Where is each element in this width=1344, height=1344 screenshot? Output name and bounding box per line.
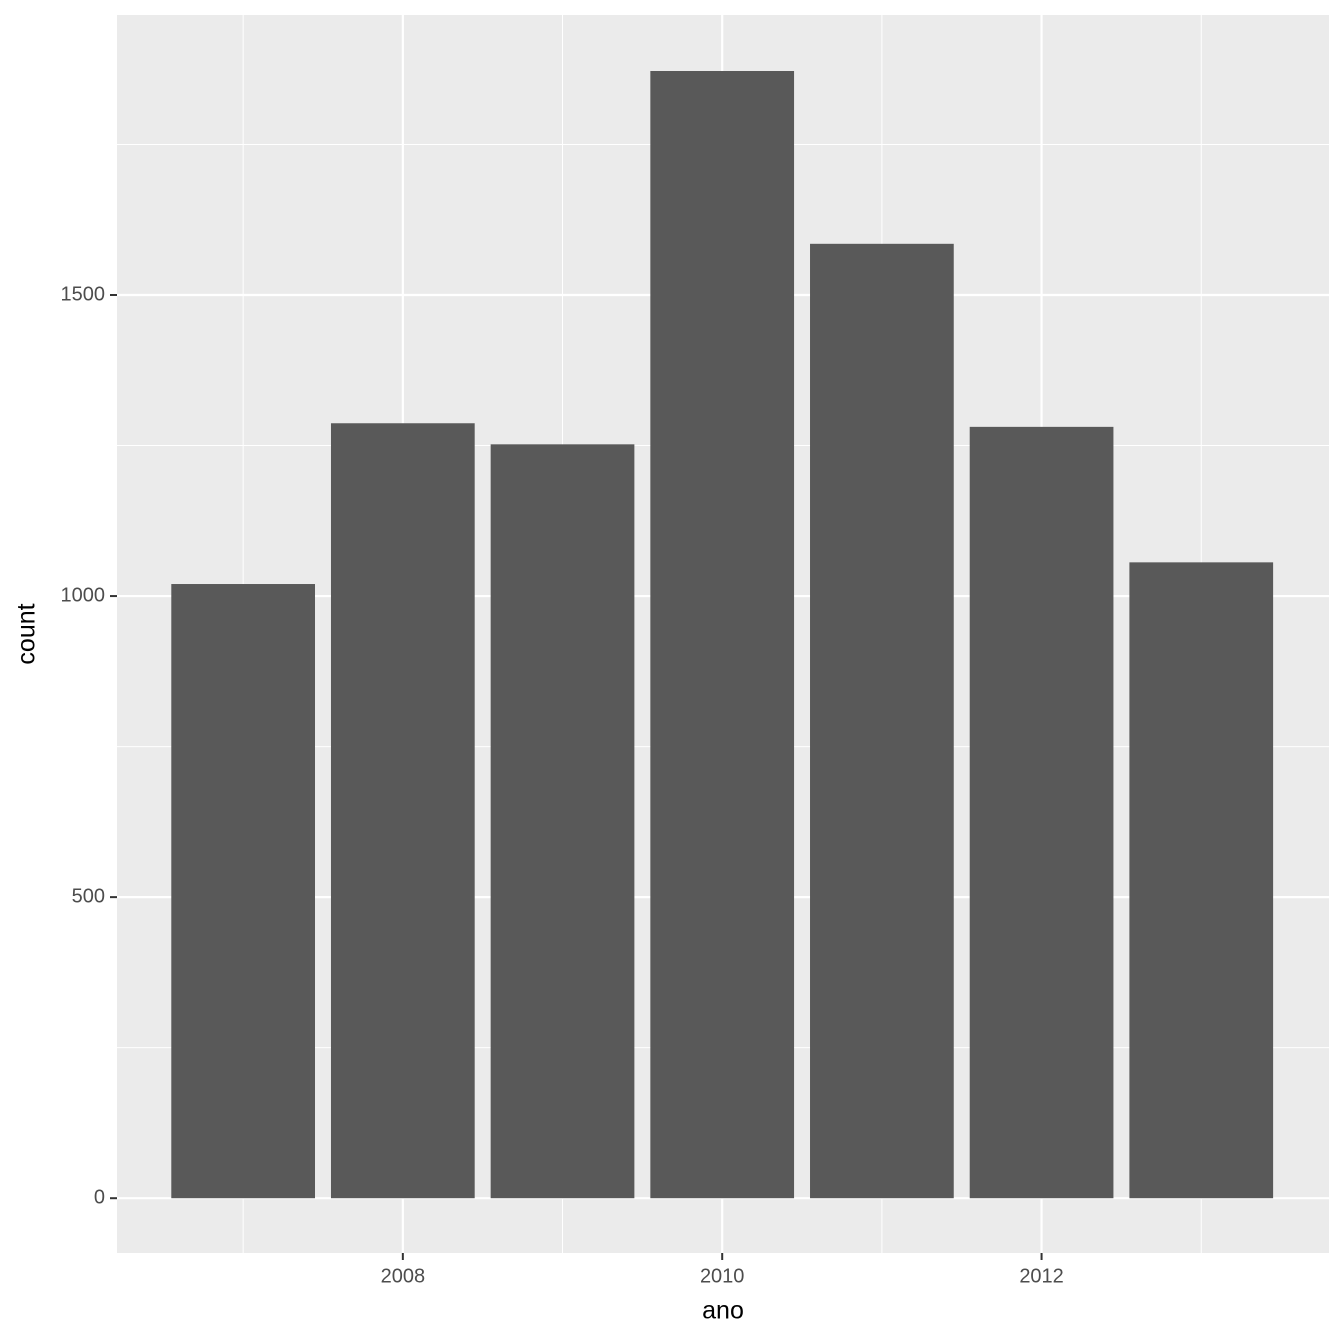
y-tick-label: 500: [72, 885, 105, 907]
y-tick-label: 1500: [61, 283, 106, 305]
bar: [330, 423, 475, 1199]
y-axis-title: count: [13, 603, 41, 664]
x-tick-label: 2012: [1019, 1265, 1064, 1287]
y-tick-label: 0: [94, 1186, 105, 1208]
x-tick-label: 2010: [700, 1265, 745, 1287]
bar: [490, 444, 635, 1199]
bar: [650, 70, 795, 1199]
x-axis-title: ano: [702, 1297, 744, 1325]
bar: [171, 584, 316, 1199]
x-tick-label: 2008: [381, 1265, 426, 1287]
bar: [969, 426, 1114, 1199]
y-tick-label: 1000: [61, 584, 106, 606]
bar: [810, 243, 954, 1199]
bar: [1129, 562, 1274, 1199]
